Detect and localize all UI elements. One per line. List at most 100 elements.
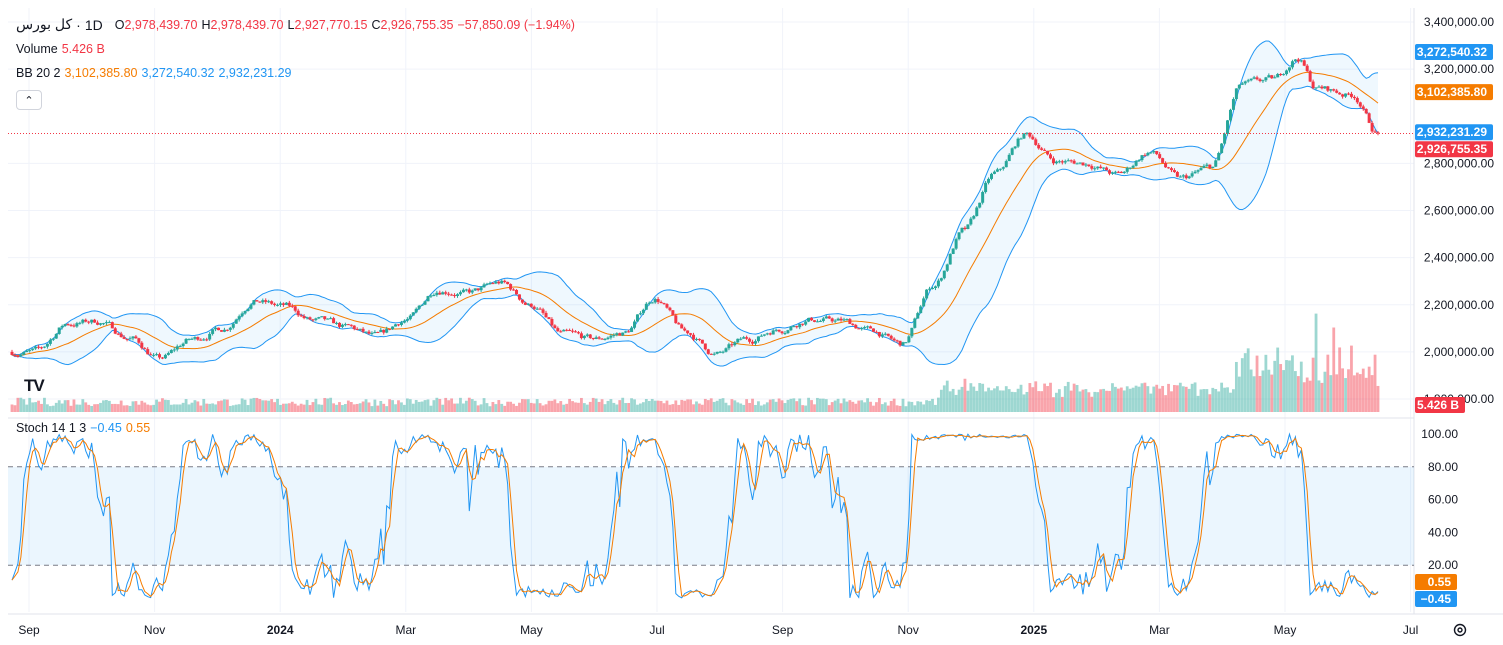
- candle-body: [264, 300, 268, 302]
- candle-body: [774, 329, 778, 331]
- candle-body: [1258, 79, 1262, 82]
- bb-legend[interactable]: BB 20 2 3,102,385.80 3,272,540.32 2,932,…: [16, 66, 291, 80]
- stoch-legend[interactable]: Stoch 14 1 3 −0.45 0.55: [16, 421, 150, 435]
- volume-bar: [644, 398, 648, 412]
- candle-body: [16, 355, 20, 357]
- candle-body: [972, 216, 976, 219]
- candle-body: [1102, 167, 1106, 169]
- volume-bar: [1196, 395, 1200, 412]
- candle-body: [482, 284, 486, 288]
- volume-bar: [1373, 354, 1377, 412]
- volume-bar: [553, 399, 557, 412]
- candle-body: [87, 321, 91, 323]
- volume-bar: [69, 405, 73, 412]
- volume-bar: [1243, 353, 1247, 412]
- candle-body: [491, 283, 495, 285]
- candle-body: [458, 292, 462, 295]
- volume-bar: [187, 404, 191, 412]
- candle-body: [1217, 153, 1221, 161]
- volume-bar: [1285, 360, 1288, 412]
- candle-body: [1323, 86, 1327, 89]
- tradingview-logo-icon[interactable]: TV: [24, 376, 45, 395]
- volume-bar: [1140, 383, 1144, 412]
- gear-icon[interactable]: [1453, 623, 1467, 637]
- volume-legend[interactable]: Volume 5.426 B: [16, 42, 105, 56]
- volume-bar: [591, 397, 595, 412]
- candle-body: [470, 290, 474, 293]
- candle-body: [544, 312, 548, 318]
- candle-body: [1205, 164, 1209, 166]
- candle-body: [913, 318, 917, 328]
- candle-body: [1134, 161, 1138, 166]
- symbol-dot: ·: [76, 16, 81, 33]
- volume-bar: [836, 398, 840, 412]
- candle-body: [343, 324, 347, 326]
- volume-badge-text: 5.426 B: [1417, 398, 1459, 412]
- candle-body: [981, 192, 985, 203]
- volume-bar: [880, 404, 884, 412]
- volume-bar: [656, 400, 660, 412]
- candle-body: [432, 294, 436, 296]
- volume-bar: [214, 404, 217, 412]
- volume-bar: [739, 403, 743, 412]
- volume-bar: [877, 397, 881, 412]
- volume-bar: [724, 402, 728, 412]
- symbol-name[interactable]: کل بورس: [16, 16, 73, 32]
- volume-bar: [1093, 391, 1097, 412]
- volume-bar: [736, 402, 740, 412]
- volume-bar: [1267, 369, 1271, 412]
- volume-bar: [1264, 354, 1268, 412]
- volume-bar: [19, 397, 23, 412]
- candle-body: [753, 341, 757, 344]
- volume-bar: [1246, 348, 1250, 412]
- price-badge-bg: [1415, 124, 1493, 141]
- candle-body: [1282, 74, 1286, 76]
- candle-body: [1211, 166, 1215, 169]
- candle-body: [1119, 171, 1123, 174]
- volume-bar: [196, 401, 200, 412]
- volume-bar: [1202, 389, 1206, 412]
- candle-body: [739, 338, 743, 340]
- volume-bar: [1010, 391, 1014, 412]
- volume-bar: [231, 405, 235, 412]
- volume-bar: [1355, 372, 1359, 412]
- candle-body: [37, 346, 41, 348]
- legend-collapse-button[interactable]: ⌃: [16, 90, 42, 110]
- candle-body: [205, 339, 209, 341]
- stoch-badge-text: 0.55: [1428, 575, 1452, 589]
- volume-bar: [249, 398, 253, 412]
- volume-bar: [367, 402, 371, 412]
- high-value: 2,978,439.70: [210, 17, 284, 32]
- volume-bar: [225, 399, 229, 412]
- candle-body: [122, 337, 126, 339]
- volume-bar: [102, 400, 105, 412]
- candle-body: [240, 313, 244, 317]
- candle-body: [866, 326, 870, 328]
- candle-body: [588, 334, 592, 338]
- candle-body: [1320, 86, 1324, 89]
- volume-bar: [627, 402, 631, 412]
- candle-body: [833, 320, 837, 322]
- candle-body: [933, 286, 937, 289]
- candle-body: [1164, 162, 1168, 168]
- candle-body: [839, 318, 843, 321]
- candle-body: [842, 319, 846, 321]
- symbol-interval[interactable]: 1D: [84, 16, 103, 33]
- candle-body: [694, 338, 698, 340]
- candle-body: [276, 304, 280, 306]
- candle-body: [1105, 167, 1109, 171]
- volume-bar: [149, 405, 153, 412]
- volume-bar: [928, 400, 931, 412]
- volume-bar: [680, 399, 684, 412]
- volume-bar: [252, 397, 256, 412]
- volume-bar: [284, 403, 288, 412]
- candle-body: [1169, 168, 1173, 171]
- volume-bar: [296, 405, 300, 412]
- candle-body: [998, 168, 1002, 170]
- volume-bar: [48, 406, 52, 412]
- candle-body: [871, 328, 875, 332]
- candle-body: [116, 333, 120, 335]
- volume-bar: [326, 398, 330, 412]
- candle-body: [1338, 92, 1342, 95]
